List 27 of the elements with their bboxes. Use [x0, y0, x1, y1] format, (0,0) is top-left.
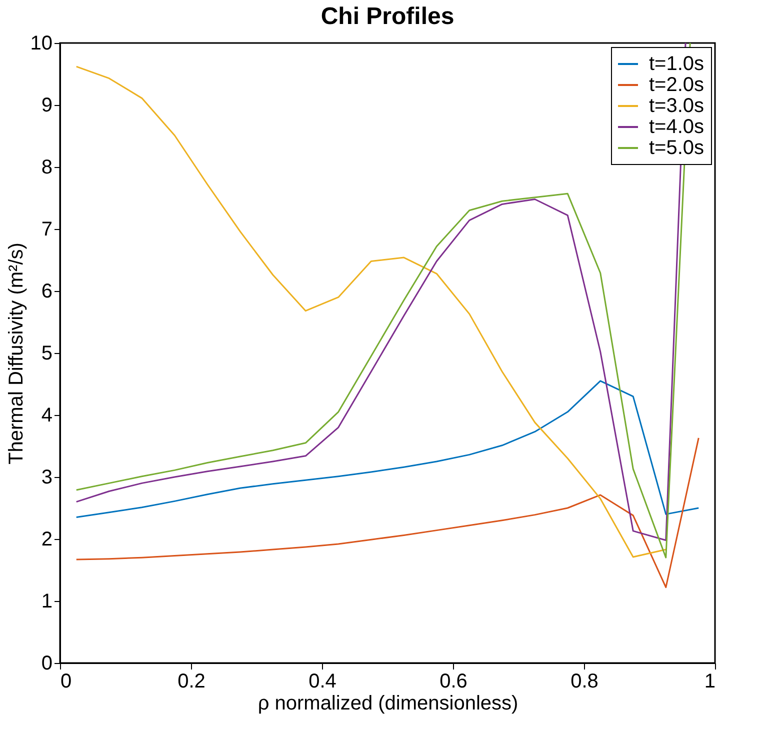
- y-tick-label: 3: [41, 466, 52, 488]
- line-series: [76, 437, 700, 588]
- x-tick-label: 0.8: [570, 670, 598, 692]
- y-tick-label: 8: [41, 156, 52, 178]
- y-tick-label: 7: [41, 218, 52, 240]
- line-series: [76, 380, 700, 518]
- y-tick-label: 6: [41, 280, 52, 302]
- x-tick-label: 1: [704, 670, 716, 692]
- chart-title: Chi Profiles: [320, 3, 454, 30]
- y-tick-label: 9: [41, 94, 52, 116]
- y-axis-title: Thermal Diffusivity (m²/s): [5, 242, 28, 464]
- y-tick-label: 0: [41, 652, 52, 674]
- y-tick-label: 5: [41, 342, 52, 364]
- legend-label: t=2.0s: [649, 74, 704, 96]
- y-tick-label: 1: [41, 590, 52, 612]
- x-tick-label: 0: [60, 670, 72, 692]
- legend-label: t=3.0s: [649, 95, 704, 117]
- y-tick-label: 10: [30, 32, 52, 54]
- x-tick-label: 0.2: [178, 670, 206, 692]
- y-tick-label: 4: [41, 404, 52, 426]
- legend-label: t=1.0s: [649, 53, 704, 75]
- y-tick-label: 2: [41, 528, 52, 550]
- legend-label: t=4.0s: [649, 116, 704, 138]
- x-tick-label: 0.6: [440, 670, 468, 692]
- x-tick-label: 0.4: [308, 670, 336, 692]
- legend-label: t=5.0s: [649, 137, 704, 159]
- x-axis-title: ρ normalized (dimensionless): [258, 692, 518, 714]
